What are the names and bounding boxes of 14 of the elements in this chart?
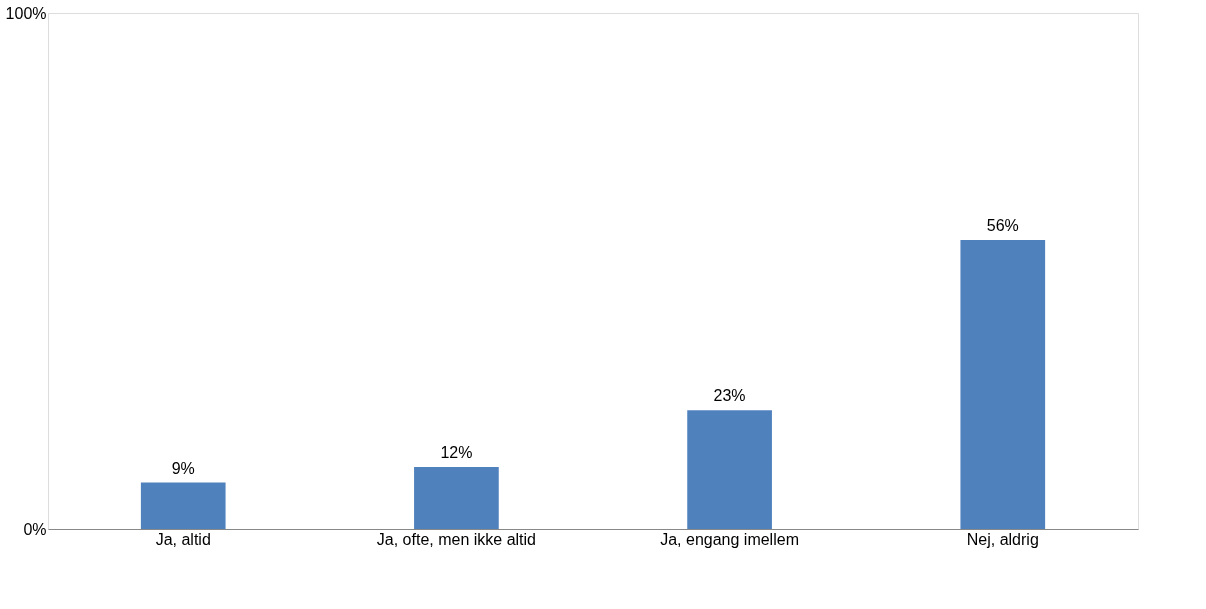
bar (960, 240, 1046, 529)
data-label: 12% (440, 444, 473, 462)
bar (414, 467, 499, 529)
data-label: 23% (713, 387, 746, 405)
data-label: 56% (986, 217, 1019, 235)
y-tick-label: 0% (23, 520, 47, 538)
x-tick-label: Ja, engang imellem (660, 530, 799, 548)
x-tick-label: Nej, aldrig (966, 530, 1039, 548)
bar (140, 482, 226, 529)
x-tick-label: Ja, altid (155, 530, 211, 548)
data-label: 9% (171, 459, 195, 477)
x-tick-label: Ja, ofte, men ikke altid (376, 530, 536, 548)
y-tick-label: 100% (5, 4, 47, 22)
bar (687, 410, 772, 529)
